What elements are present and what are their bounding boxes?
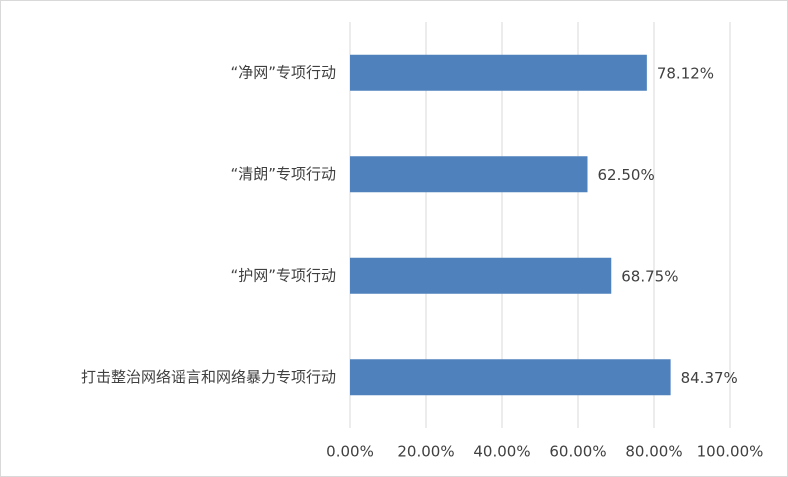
y-tick-label: “净网”专项行动 <box>230 63 336 81</box>
bar <box>350 359 671 396</box>
y-tick-label: “清朗”专项行动 <box>230 165 336 183</box>
x-tick-label: 40.00% <box>473 443 530 461</box>
x-tick-label: 60.00% <box>549 443 606 461</box>
y-tick-label: 打击整治网络谣言和网络暴力专项行动 <box>81 368 336 386</box>
x-tick-label: 80.00% <box>625 443 682 461</box>
x-tick-label: 100.00% <box>697 443 764 461</box>
bar <box>350 257 612 294</box>
value-label: 78.12% <box>657 64 714 82</box>
y-tick-label: “护网”专项行动 <box>230 266 336 284</box>
bar <box>350 54 647 91</box>
value-label: 68.75% <box>621 267 678 285</box>
value-label: 62.50% <box>598 166 655 184</box>
x-tick-label: 0.00% <box>326 443 374 461</box>
bar <box>350 156 588 193</box>
x-tick-label: 20.00% <box>397 443 454 461</box>
value-label: 84.37% <box>681 369 738 387</box>
